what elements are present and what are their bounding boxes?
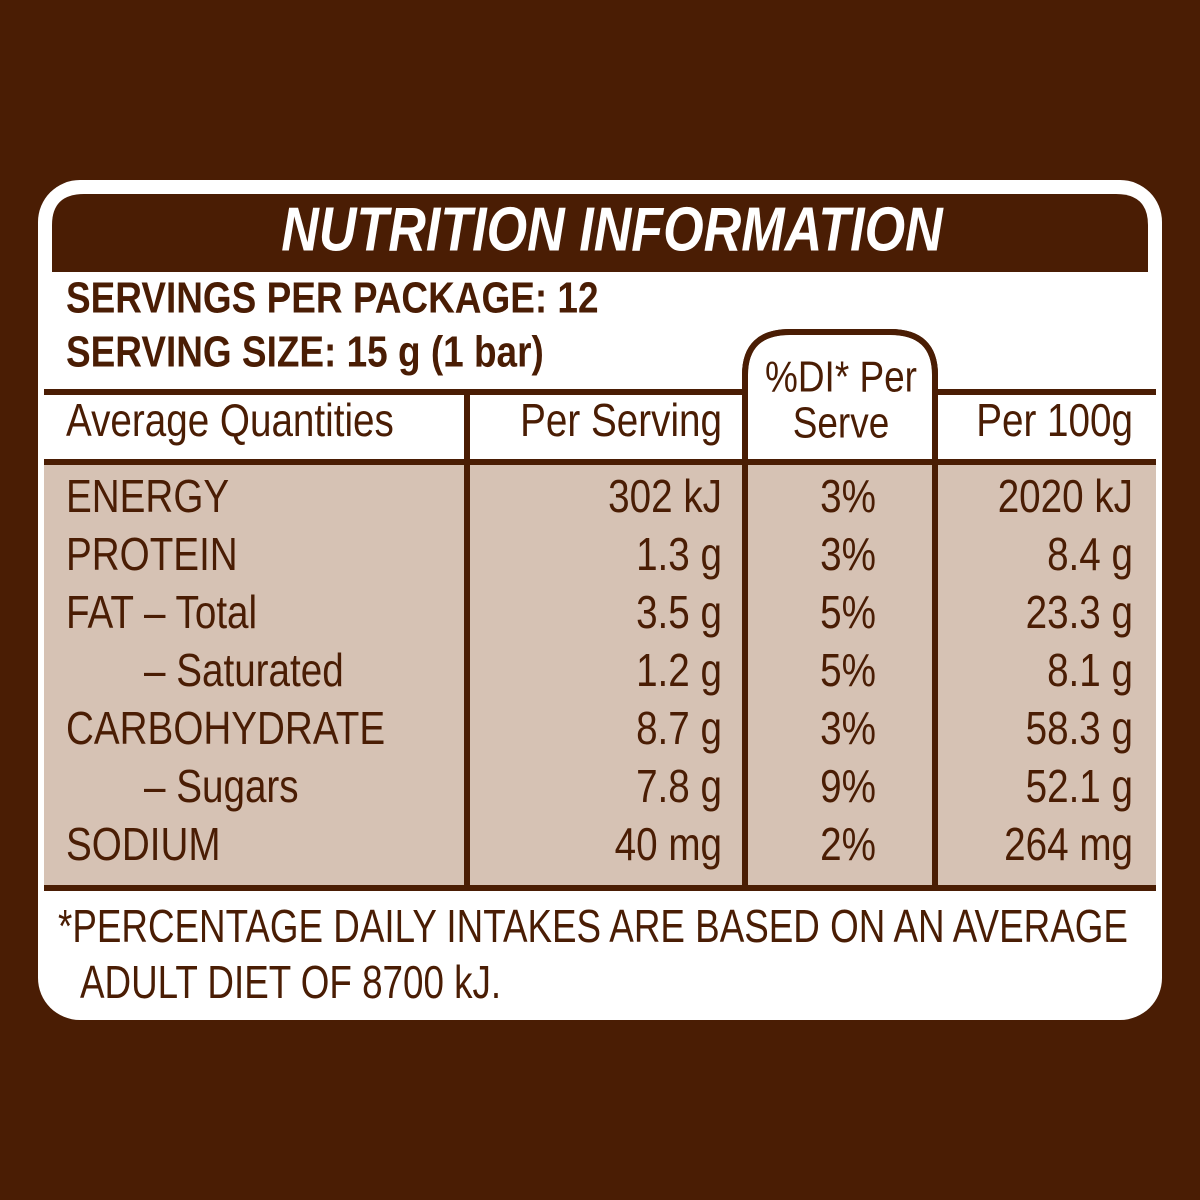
per-serving: 8.7 g bbox=[636, 703, 722, 754]
percent-di: 3% bbox=[820, 703, 876, 754]
per-100g: 8.1 g bbox=[1047, 645, 1133, 696]
footnote: ADULT DIET OF 8700 kJ. bbox=[80, 956, 501, 1008]
column-rule bbox=[742, 329, 938, 392]
per-100g: 2020 kJ bbox=[998, 471, 1133, 522]
percent-di: 2% bbox=[820, 819, 876, 870]
per-serving: 1.2 g bbox=[636, 645, 722, 696]
column-header: %DI* Per bbox=[765, 352, 917, 402]
footnote: *PERCENTAGE DAILY INTAKES ARE BASED ON A… bbox=[58, 900, 1128, 952]
nutrient: FAT – Total bbox=[66, 587, 257, 638]
nutrient: – Saturated bbox=[144, 645, 344, 696]
title-band bbox=[52, 194, 1148, 272]
percent-di: 9% bbox=[820, 761, 876, 812]
per-100g: 58.3 g bbox=[1026, 703, 1133, 754]
column-header: Serve bbox=[793, 398, 890, 448]
rules bbox=[44, 329, 1156, 891]
percent-di: 5% bbox=[820, 587, 876, 638]
percent-di: 3% bbox=[820, 471, 876, 522]
nutrient: PROTEIN bbox=[66, 529, 238, 580]
header-bump bbox=[748, 335, 932, 394]
per-serving: 302 kJ bbox=[608, 471, 722, 522]
column-header: Per Serving bbox=[520, 395, 722, 446]
per-serving: 40 mg bbox=[615, 819, 722, 870]
per-100g: 264 mg bbox=[1004, 819, 1133, 870]
column-header: Average Quantities bbox=[66, 395, 394, 446]
nutrient: ENERGY bbox=[66, 471, 229, 522]
per-serving: 3.5 g bbox=[636, 587, 722, 638]
nutrient: – Sugars bbox=[144, 761, 299, 812]
per-100g: 8.4 g bbox=[1047, 529, 1133, 580]
column-header: Per 100g bbox=[976, 395, 1133, 446]
nutrient: CARBOHYDRATE bbox=[66, 703, 385, 754]
percent-di: 3% bbox=[820, 529, 876, 580]
per-100g: 23.3 g bbox=[1026, 587, 1133, 638]
nutrient: SODIUM bbox=[66, 819, 221, 870]
per-100g: 52.1 g bbox=[1026, 761, 1133, 812]
texts: NUTRITION INFORMATION SERVINGS PER PACKAG… bbox=[58, 195, 1133, 1008]
per-serving: 1.3 g bbox=[636, 529, 722, 580]
serving-size: SERVING SIZE: 15 g (1 bar) bbox=[66, 327, 544, 377]
title: NUTRITION INFORMATION bbox=[281, 195, 944, 264]
servings: SERVINGS PER PACKAGE: 12 bbox=[66, 273, 599, 323]
table-body bbox=[44, 464, 1156, 888]
percent-di: 5% bbox=[820, 645, 876, 696]
per-serving: 7.8 g bbox=[636, 761, 722, 812]
